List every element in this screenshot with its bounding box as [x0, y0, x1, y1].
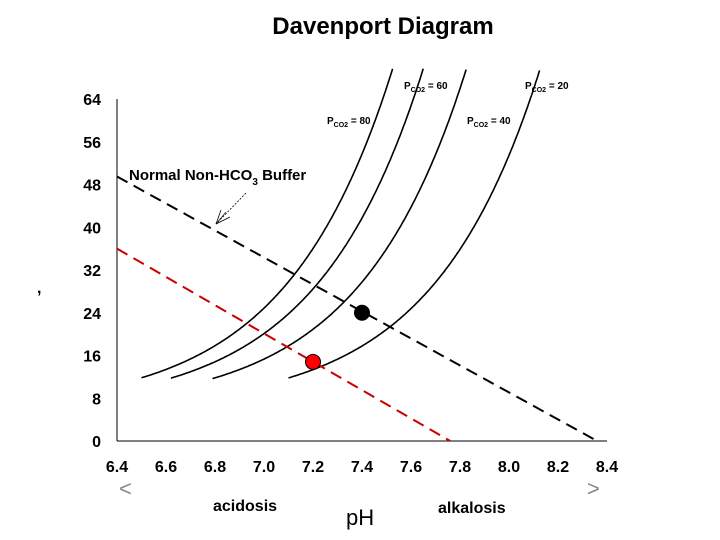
isopleth-line [141, 68, 394, 379]
y-tick-label: 56 [83, 135, 101, 152]
isopleth-label-60: PCO2 = 60 [404, 81, 448, 94]
isopleth-label-40: PCO2 = 40 [467, 116, 511, 129]
x-tick-label: 8.4 [596, 459, 618, 476]
pco2-isopleths [141, 68, 541, 380]
buffer-line [116, 247, 451, 442]
acidosis-label: acidosis [213, 498, 277, 515]
isopleth-line [170, 68, 424, 379]
x-axis-label: pH [346, 505, 374, 530]
x-tick-labels: 6.4 6.6 6.8 7.0 7.2 7.4 7.6 7.8 8.0 8.2 8.4 [106, 459, 618, 476]
y-tick-label: 32 [83, 263, 101, 280]
left-arrow-glyph: < [119, 476, 132, 501]
y-tick-label: 8 [92, 391, 101, 408]
x-tick-label: 7.4 [351, 459, 373, 476]
y-tick-labels: 0 8 16 24 32 40 48 56 64 [83, 92, 101, 451]
x-tick-label: 7.8 [449, 459, 471, 476]
right-arrow-glyph: > [587, 476, 600, 501]
buffer-annotation: Normal Non-HCO3 Buffer [129, 167, 306, 188]
isopleth-line [212, 69, 467, 380]
y-tick-label: 48 [83, 178, 101, 195]
y-tick-label: 0 [92, 434, 101, 451]
x-tick-label: 7.0 [253, 459, 275, 476]
data-point [354, 304, 370, 321]
x-tick-label: 8.2 [547, 459, 569, 476]
buffer-annotation-arrow [215, 192, 247, 225]
alkalosis-label: alkalosis [438, 500, 506, 517]
y-tick-label: 16 [83, 349, 101, 366]
x-tick-label: 7.2 [302, 459, 324, 476]
y-tick-label: 64 [83, 92, 101, 109]
y-tick-label: 40 [83, 220, 101, 237]
chart-title: Davenport Diagram [272, 13, 493, 40]
y-axis-label: , [37, 280, 41, 297]
isopleth-label-80: PCO2 = 80 [327, 116, 371, 129]
isopleth-line [288, 70, 541, 379]
data-point [305, 353, 321, 370]
x-tick-label: 6.4 [106, 459, 128, 476]
x-tick-label: 8.0 [498, 459, 520, 476]
x-tick-label: 6.8 [204, 459, 226, 476]
x-tick-label: 6.6 [155, 459, 177, 476]
data-points [305, 304, 370, 370]
isopleth-label-20: PCO2 = 20 [525, 81, 569, 94]
y-tick-label: 24 [83, 306, 101, 323]
x-tick-label: 7.6 [400, 459, 422, 476]
